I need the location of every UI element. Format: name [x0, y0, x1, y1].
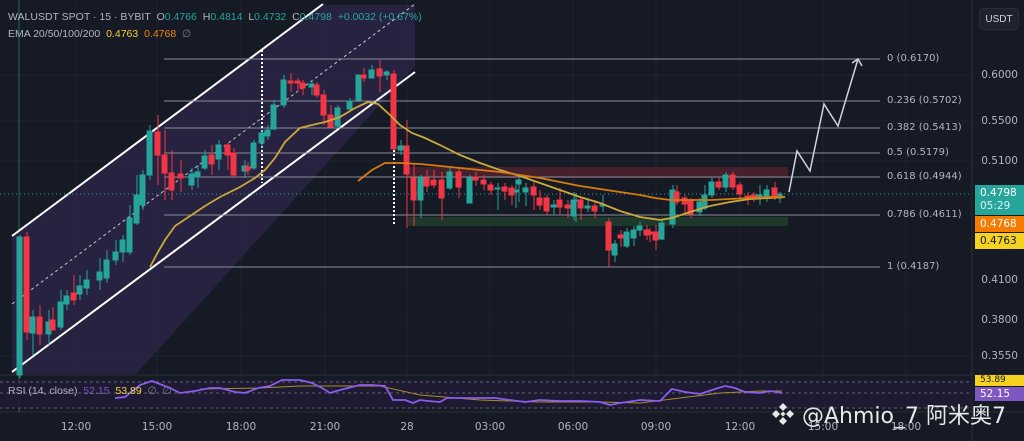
change-value: +0.0032 (+0.67%): [337, 11, 422, 23]
ema50-price-tag: 0.4768: [975, 216, 1024, 232]
rsi-ma-value: 53.89: [115, 385, 142, 397]
channel-upper-line: [11, 3, 324, 237]
ema50-line: [357, 162, 785, 201]
resistance-zone: [408, 167, 788, 178]
time-tick: 18:00: [225, 421, 257, 433]
symbol-name[interactable]: WALUSDT SPOT · 15 · BYBIT: [8, 11, 151, 23]
fib-label-0236: 0.236 (0.5702): [887, 95, 962, 106]
price-tick: 0.4100: [981, 274, 1018, 286]
projection-arrowhead-icon: [851, 57, 863, 67]
fib-label-1: 1 (0.4187): [887, 261, 940, 272]
time-tick: 15:00: [141, 421, 173, 433]
price-tick: 0.3800: [981, 314, 1018, 326]
last-price-value: 0.4798: [980, 187, 1017, 199]
rsi-legend[interactable]: RSI (14, close) 52.15 53.89 ∅ ∅: [8, 385, 172, 397]
price-tick: 0.6000: [981, 69, 1018, 81]
fib-label-0786: 0.786 (0.4611): [887, 209, 962, 220]
fib-label-0: 0 (0.6170): [887, 53, 940, 64]
support-zone: [408, 217, 788, 226]
rsi-label[interactable]: RSI (14, close): [8, 385, 78, 397]
ema-label[interactable]: EMA 20/50/100/200: [8, 28, 101, 40]
open-label: O: [156, 11, 165, 23]
time-tick: 12:00: [60, 421, 92, 433]
candle-countdown: 05:29: [980, 200, 1011, 212]
close-label: C: [292, 11, 300, 23]
watermark: @Ahmio_7 阿米奥7: [770, 398, 1006, 430]
time-tick: 09:00: [640, 421, 672, 433]
last-price-tag: 0.4798 05:29: [975, 185, 1024, 215]
low-label: L: [248, 11, 255, 23]
projection-path: [788, 58, 859, 193]
channel-fill: [12, 5, 415, 374]
time-tick: 28: [400, 421, 414, 433]
fib-label-05: 0.5 (0.5179): [887, 147, 949, 158]
time-tick: 21:00: [309, 421, 341, 433]
time-tick: 06:00: [557, 421, 589, 433]
high-label: H: [202, 11, 211, 23]
low-value: 0.4732: [254, 11, 287, 23]
time-tick: 03:00: [474, 421, 506, 433]
rsi-value-tag: 52.15: [975, 387, 1024, 401]
rsi-na-2: ∅: [162, 385, 172, 397]
rsi-value: 52.15: [83, 385, 110, 397]
ema20-price-tag: 0.4763: [975, 233, 1024, 249]
rsi-na-1: ∅: [147, 385, 157, 397]
ema50-value: 0.4768: [144, 28, 177, 40]
time-tick: 15:00: [807, 421, 839, 433]
currency-button[interactable]: USDT: [979, 8, 1019, 30]
price-tick: 0.5500: [981, 115, 1018, 127]
close-value: 0.4798: [299, 11, 332, 23]
fib-label-0618: 0.618 (0.4944): [887, 171, 962, 182]
rsi-ma-tag: 53.89: [975, 375, 1024, 386]
ema20-value: 0.4763: [106, 28, 139, 40]
high-value: 0.4814: [210, 11, 243, 23]
ema20-line: [149, 101, 786, 268]
time-tick: 12:00: [724, 421, 756, 433]
ema-na-value: ∅: [182, 28, 192, 40]
time-tick: 18:00: [890, 421, 922, 433]
rsi-line: [114, 379, 783, 406]
channel-lower-line: [11, 71, 416, 373]
ema-legend[interactable]: EMA 20/50/100/200 0.4763 0.4768 ∅: [8, 28, 191, 40]
open-value: 0.4766: [164, 11, 197, 23]
price-tick: 0.5100: [981, 155, 1018, 167]
symbol-legend[interactable]: WALUSDT SPOT · 15 · BYBIT O0.4766 H0.481…: [8, 11, 422, 23]
fib-label-0382: 0.382 (0.5413): [887, 122, 962, 133]
rsi-ma-line: [199, 385, 782, 404]
binance-logo-icon: [772, 403, 794, 425]
price-tick: 0.3550: [981, 350, 1018, 362]
watermark-text: @Ahmio_7 阿米奥7: [802, 404, 1006, 429]
